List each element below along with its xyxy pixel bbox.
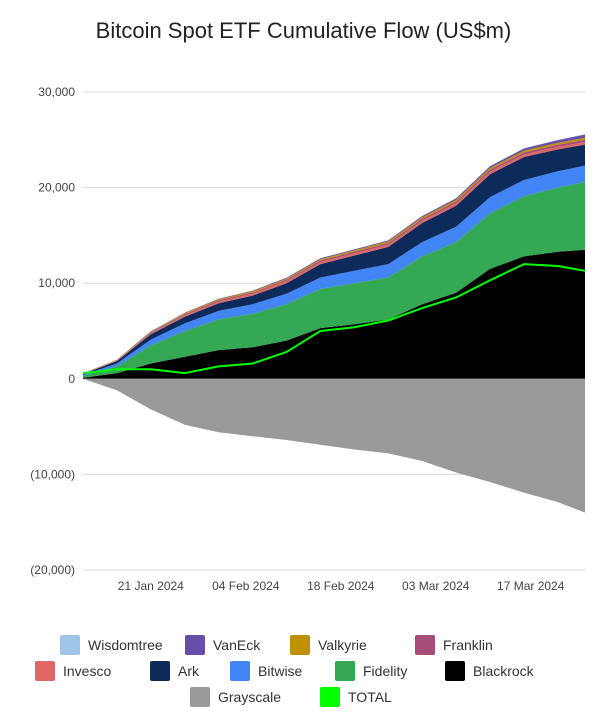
legend-item-fidelity: Fidelity [335, 661, 407, 681]
legend-item-valkyrie: Valkyrie [290, 635, 367, 655]
chart-title: Bitcoin Spot ETF Cumulative Flow (US$m) [95, 18, 512, 43]
legend-label: Fidelity [363, 663, 408, 679]
legend-item-vaneck: VanEck [185, 635, 260, 655]
legend-label: TOTAL [348, 689, 392, 705]
legend-swatch [190, 687, 210, 707]
legend-swatch [290, 635, 310, 655]
legend-item-franklin: Franklin [415, 635, 493, 655]
legend-label: Grayscale [218, 689, 282, 705]
chart-legend: Wisdomtree VanEck Valkyrie Franklin Invesco A… [0, 635, 607, 713]
x-tick-label: 21 Jan 2024 [118, 579, 184, 593]
x-tick-label: 03 Mar 2024 [402, 579, 470, 593]
legend-item-blackrock: Blackrock [445, 661, 534, 681]
legend-row: Wisdomtree VanEck Valkyrie Franklin [0, 635, 607, 661]
legend-swatch [445, 661, 465, 681]
area-valkyrie [83, 137, 585, 374]
legend-label: Invesco [63, 663, 112, 679]
area-grayscale [83, 378, 585, 513]
line-total [82, 263, 586, 375]
y-tick-label: 10,000 [38, 276, 75, 290]
legend-label: Ark [178, 663, 199, 679]
legend-item-total: TOTAL [320, 687, 392, 707]
legend-swatch [320, 687, 340, 707]
area-fidelity [83, 181, 585, 378]
legend-swatch [35, 661, 55, 681]
legend-swatch [230, 661, 250, 681]
area-ark [83, 144, 585, 375]
y-tick-label: 20,000 [38, 181, 75, 195]
legend-label: VanEck [213, 637, 261, 653]
y-tick-label: 30,000 [38, 85, 75, 99]
legend-label: Franklin [443, 637, 493, 653]
legend-row: Grayscale TOTAL [0, 687, 607, 713]
legend-item-bitwise: Bitwise [230, 661, 302, 681]
legend-swatch [415, 635, 435, 655]
x-tick-label: 18 Feb 2024 [307, 579, 375, 593]
legend-row: Invesco Ark Bitwise Fidelity Blackrock [0, 661, 607, 687]
legend-label: Blackrock [473, 663, 534, 679]
x-tick-label: 04 Feb 2024 [212, 579, 280, 593]
legend-swatch [60, 635, 80, 655]
y-tick-label: (10,000) [30, 467, 75, 481]
legend-item-ark: Ark [150, 661, 199, 681]
x-tick-label: 17 Mar 2024 [497, 579, 565, 593]
legend-label: Wisdomtree [88, 637, 163, 653]
legend-swatch [150, 661, 170, 681]
legend-swatch [185, 635, 205, 655]
chart-plot: 30,000 20,000 10,000 0 (10,000) (20,000) 21 Ja… [30, 85, 586, 593]
legend-label: Valkyrie [318, 637, 367, 653]
y-tick-label: (20,000) [30, 563, 75, 577]
legend-label: Bitwise [258, 663, 303, 679]
y-tick-label: 0 [68, 372, 75, 386]
area-blackrock [83, 249, 585, 379]
legend-item-invesco: Invesco [35, 661, 111, 681]
legend-swatch [335, 661, 355, 681]
area-bitwise [83, 165, 585, 376]
legend-item-wisdomtree: Wisdomtree [60, 635, 163, 655]
legend-item-grayscale: Grayscale [190, 687, 281, 707]
